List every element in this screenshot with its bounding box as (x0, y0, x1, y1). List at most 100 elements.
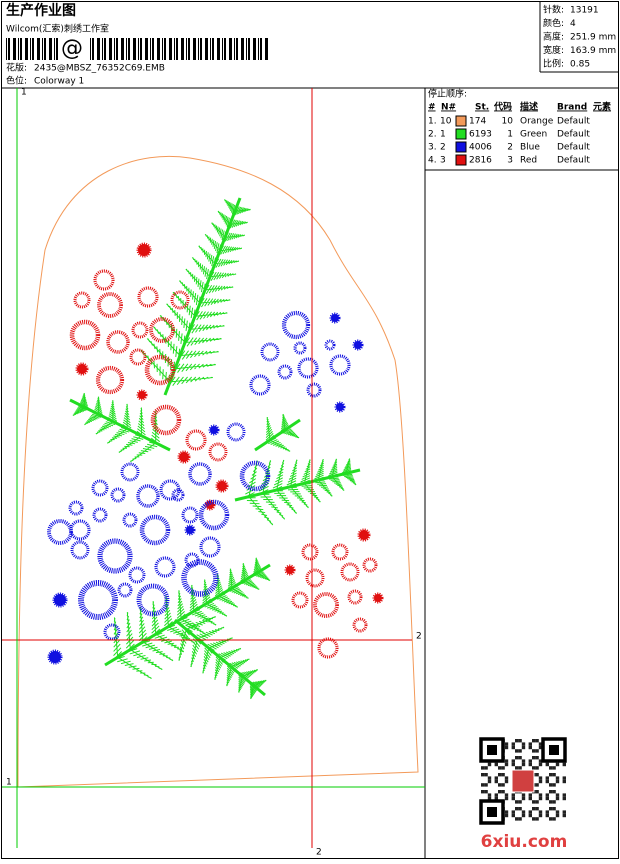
qr-cell (518, 749, 522, 753)
dot (136, 242, 152, 258)
ring (97, 538, 133, 574)
info-label: 针数: (543, 4, 564, 16)
qr-cell (487, 796, 492, 801)
bar (217, 38, 220, 60)
leaflet (249, 682, 258, 700)
leaflet (177, 350, 219, 361)
row-stitches: 6193 (469, 130, 492, 140)
ring (159, 479, 181, 501)
qr-cell (484, 783, 488, 787)
colorway: Colorway 1 (34, 77, 84, 87)
qr-cell (494, 776, 498, 780)
qr-cell (511, 762, 515, 767)
ring (313, 592, 339, 618)
ring (150, 404, 182, 436)
qr-cell (504, 793, 509, 797)
stem (254, 418, 301, 452)
qr-cell (515, 766, 519, 770)
qr-cell (498, 766, 502, 770)
qr-cell (535, 817, 539, 821)
ring (185, 429, 207, 451)
qr-cell (501, 783, 505, 787)
qr-cell (552, 766, 556, 770)
dot (75, 362, 89, 376)
bar (174, 38, 175, 60)
bar (224, 38, 226, 60)
qr-cell (501, 773, 505, 777)
ring (68, 500, 84, 516)
bar (162, 38, 163, 60)
ring (73, 291, 91, 309)
qr-cell (494, 779, 498, 784)
info-label: 比例: (543, 58, 564, 70)
info-value: 0.85 (570, 60, 590, 70)
leaflet (215, 647, 242, 661)
qr-cell (562, 813, 566, 818)
bar (200, 38, 202, 60)
row-code: 2 (507, 143, 513, 153)
leaflet (93, 396, 104, 417)
ring (91, 479, 109, 497)
column-header: # (428, 103, 436, 113)
ring (129, 348, 147, 366)
qr-cell (521, 759, 526, 763)
bar (97, 38, 100, 60)
studio: Wilcom(汇索)刺绣工作室 (6, 23, 109, 35)
ring (362, 557, 378, 573)
qr-cell (494, 793, 498, 797)
qr-cell (555, 813, 560, 818)
qr-cell (528, 759, 532, 763)
qr-cell (501, 766, 505, 770)
stem (163, 197, 242, 396)
leaflet (227, 568, 237, 592)
info-label: 颜色: (543, 17, 564, 29)
qr-cell (562, 796, 566, 801)
qr-cell (538, 796, 543, 801)
dot (47, 649, 63, 665)
leaflet (211, 222, 227, 243)
bar (253, 38, 256, 60)
bar (176, 38, 178, 60)
leaflet (327, 458, 338, 479)
leaflet (192, 310, 228, 322)
colorway-label: 色位: (6, 75, 27, 87)
row-code: 3 (507, 156, 513, 166)
row-index: 3. (428, 143, 437, 153)
leaflet (118, 434, 147, 454)
dot (208, 424, 220, 436)
title: 生产作业图 (6, 2, 76, 19)
qr-cell (545, 810, 549, 814)
row-description: Blue (520, 143, 540, 153)
leaflet (252, 570, 271, 582)
qr-cell (538, 759, 543, 763)
bar (126, 38, 127, 60)
qr-cell (535, 783, 539, 787)
qr-cell (555, 810, 560, 814)
ring (78, 580, 118, 620)
leaflet (182, 616, 216, 632)
leaflet (217, 210, 232, 230)
qr-cell (532, 739, 536, 743)
bar (234, 38, 235, 60)
leaflet (240, 563, 250, 584)
qr-logo (511, 769, 535, 793)
bar (157, 38, 160, 60)
leaflet (299, 483, 321, 503)
qr-cell (487, 779, 492, 784)
ring (95, 365, 125, 395)
qr-cell (552, 773, 556, 777)
qr-cell (481, 790, 485, 794)
qr-cell (515, 807, 519, 811)
qr-cell (552, 790, 556, 794)
bar (188, 38, 190, 60)
qr-cell (518, 766, 522, 770)
ring (181, 559, 219, 597)
qr-cell (521, 762, 526, 767)
ring (199, 536, 221, 558)
qr-code (479, 737, 567, 825)
outline (17, 155, 419, 788)
leaflet (238, 669, 259, 680)
qr-cell (532, 766, 536, 770)
leaflet (182, 337, 222, 348)
row-brand: Default (557, 130, 590, 140)
